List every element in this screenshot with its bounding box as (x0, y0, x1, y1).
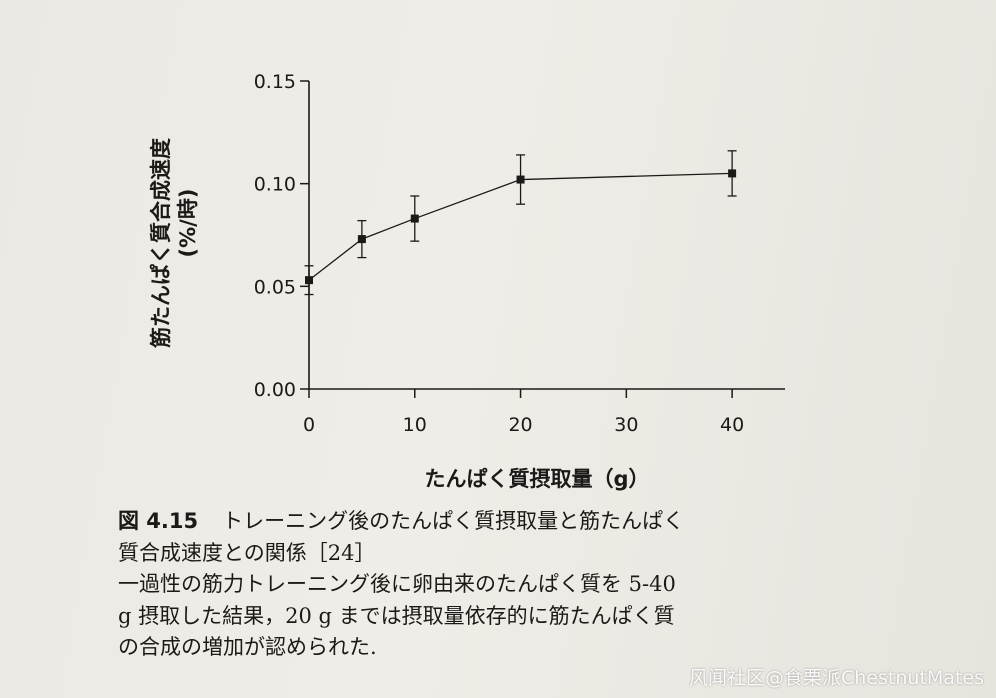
x-tick-label: 40 (720, 414, 744, 436)
x-axis-title: たんぱく質摂取量（g） (424, 467, 649, 491)
caption-line-1: 図 4.15 トレーニング後のたんぱく質摂取量と筋たんぱく (118, 506, 808, 538)
y-axis-unit: (%/時) (176, 189, 200, 258)
data-point (357, 235, 366, 244)
y-tick-label: 0.05 (254, 276, 296, 298)
data-point (410, 214, 419, 223)
watermark: 风闻社区@食栗派ChestnutMates (689, 667, 984, 689)
figure-label: 図 4.15 (118, 509, 199, 533)
caption-line-4: g 摂取した結果，20 g までは摂取量依存的に筋たんぱく質 (118, 603, 675, 628)
y-tick-label: 0.15 (254, 71, 296, 93)
y-tick-label: 0.10 (254, 174, 296, 196)
chart-marks (304, 150, 737, 296)
data-point (305, 276, 313, 285)
x-tick-label: 10 (403, 414, 427, 436)
y-axis-title: 筋たんぱく質合成速度 (149, 138, 173, 349)
x-tick-label: 30 (614, 414, 638, 436)
caption-line-2: 質合成速度との関係［24］ (118, 540, 376, 565)
line-chart: 0.00 0.05 0.10 0.15 0 10 20 30 40 たんぱく質摂取量（g） 筋たんぱ… (149, 71, 785, 491)
data-point (728, 169, 737, 178)
figure-caption: 図 4.15 トレーニング後のたんぱく質摂取量と筋たんぱく 質合成速度との関係［2… (118, 506, 808, 664)
x-tick-label: 20 (508, 414, 532, 436)
caption-line-5: の合成の増加が認められた. (118, 635, 377, 659)
x-tick-label: 0 (303, 414, 315, 436)
caption-line-3: 一過性の筋力トレーニング後に卵由来のたんぱく質を 5-40 (118, 572, 676, 596)
data-point (516, 175, 525, 184)
chart-labels: 0.00 0.05 0.10 0.15 0 10 20 30 40 たんぱく質摂取量（g） 筋たんぱ… (149, 71, 744, 491)
caption-title: トレーニング後のたんぱく質摂取量と筋たんぱく (222, 509, 685, 533)
chart-axes (300, 80, 785, 398)
y-tick-label: 0.00 (254, 379, 296, 401)
